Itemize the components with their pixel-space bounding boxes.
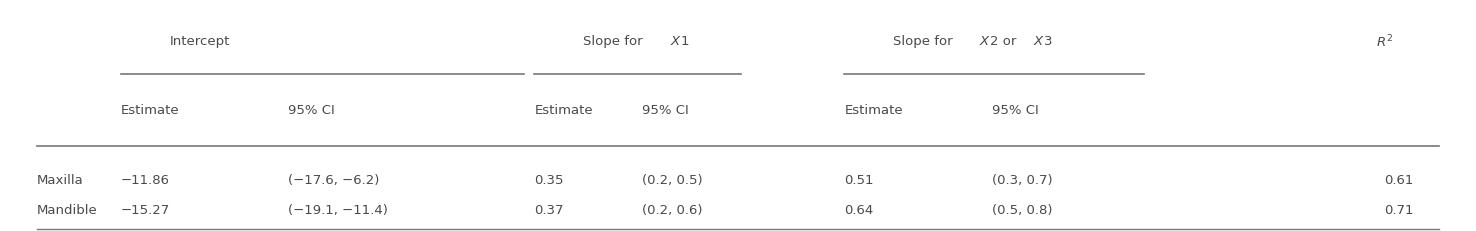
Text: X: X [980,35,989,48]
Text: 0.51: 0.51 [844,174,874,187]
Text: X: X [670,35,679,48]
Text: (−17.6, −6.2): (−17.6, −6.2) [288,174,379,187]
Text: $R^2$: $R^2$ [1376,33,1393,50]
Text: Estimate: Estimate [121,104,180,117]
Text: (0.2, 0.6): (0.2, 0.6) [642,204,703,217]
Text: 0.64: 0.64 [844,204,874,217]
Text: Mandible: Mandible [37,204,97,217]
Text: 0.61: 0.61 [1384,174,1414,187]
Text: (−19.1, −11.4): (−19.1, −11.4) [288,204,388,217]
Text: 2 or: 2 or [990,35,1021,48]
Text: −11.86: −11.86 [121,174,170,187]
Text: 0.71: 0.71 [1384,204,1414,217]
Text: X: X [1033,35,1042,48]
Text: Slope for: Slope for [583,35,646,48]
Text: 95% CI: 95% CI [992,104,1039,117]
Text: Maxilla: Maxilla [37,174,84,187]
Text: Estimate: Estimate [534,104,593,117]
Text: 0.35: 0.35 [534,174,564,187]
Text: 1: 1 [680,35,689,48]
Text: 3: 3 [1044,35,1052,48]
Text: Estimate: Estimate [844,104,903,117]
Text: (0.5, 0.8): (0.5, 0.8) [992,204,1052,217]
Text: 0.37: 0.37 [534,204,564,217]
Text: 95% CI: 95% CI [288,104,335,117]
Text: 95% CI: 95% CI [642,104,689,117]
Text: Slope for: Slope for [893,35,956,48]
Text: −15.27: −15.27 [121,204,170,217]
Text: (0.3, 0.7): (0.3, 0.7) [992,174,1052,187]
Text: (0.2, 0.5): (0.2, 0.5) [642,174,703,187]
Text: Intercept: Intercept [170,35,230,48]
